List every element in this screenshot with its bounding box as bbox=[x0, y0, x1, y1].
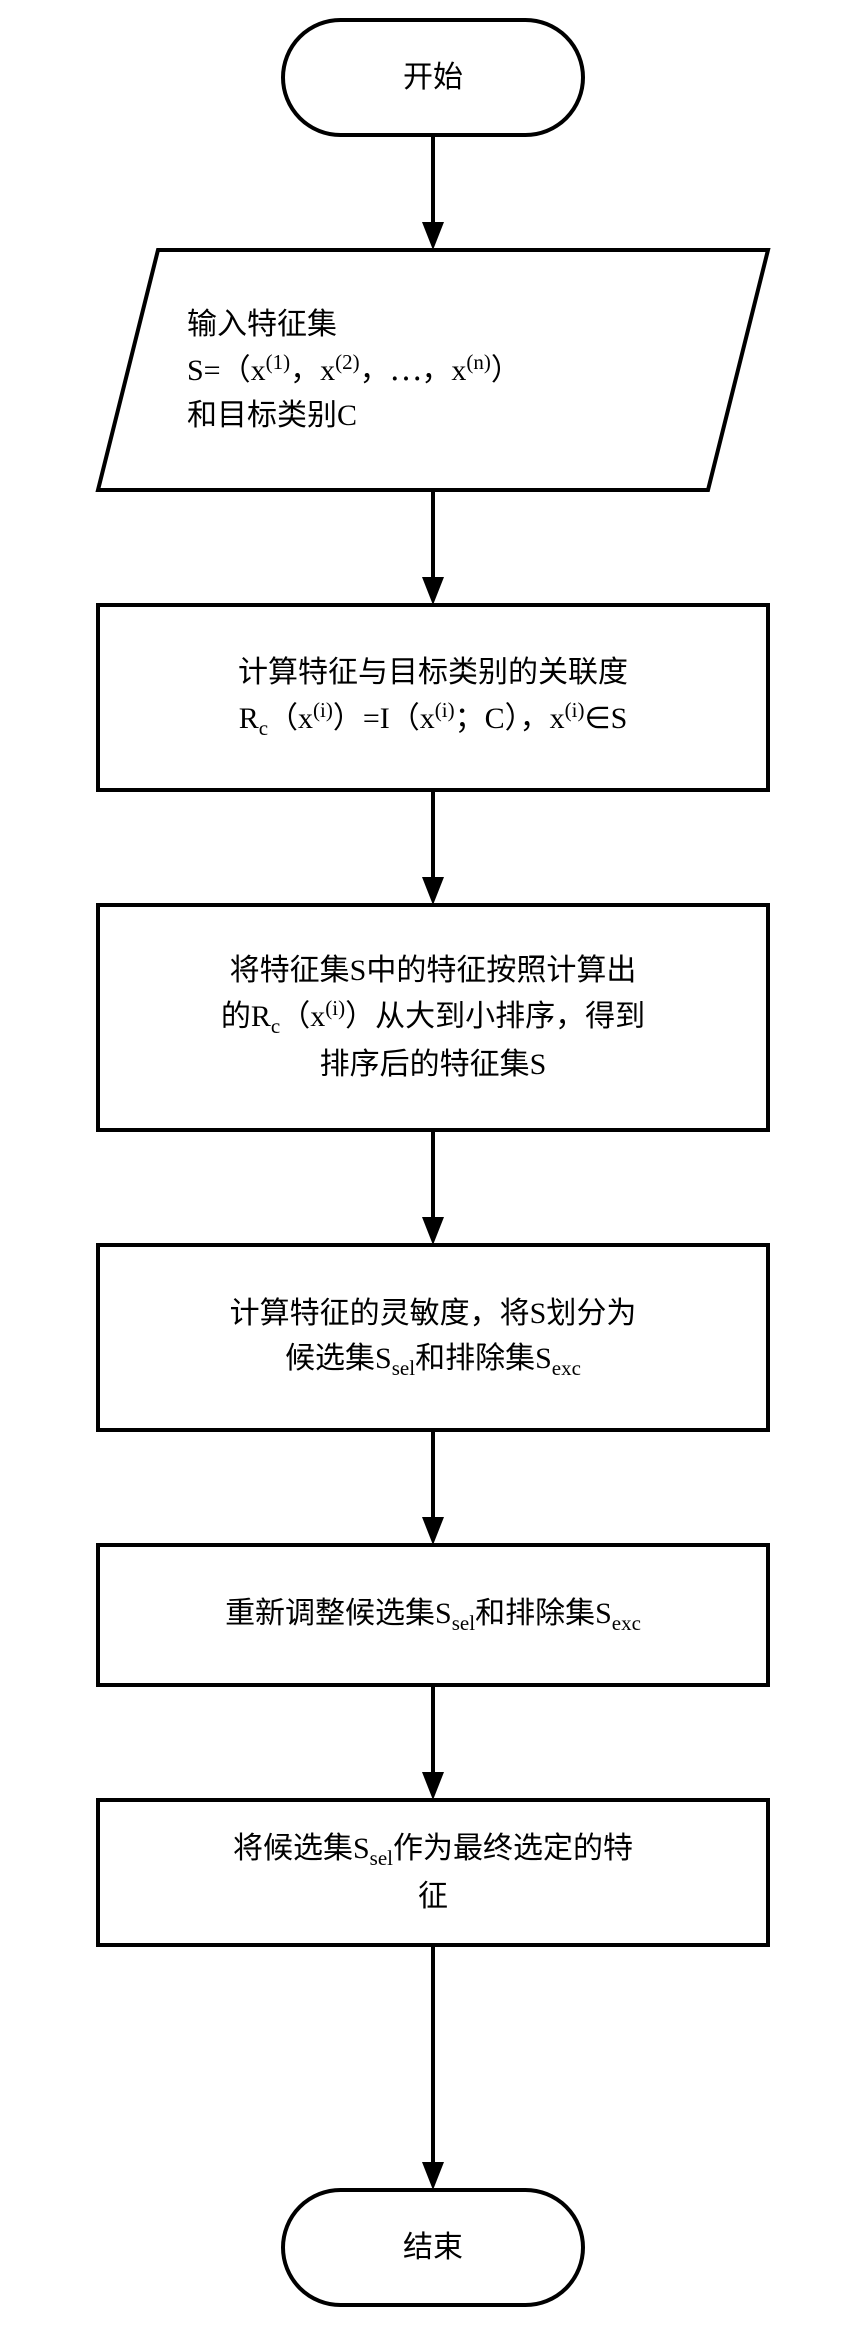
node-input: 输入特征集S=（x(1)，x(2)，⋯，x(n)）和目标类别C bbox=[98, 250, 768, 490]
arrowhead-sort-sensitivity bbox=[422, 1217, 444, 1245]
arrowhead-readjust-final bbox=[422, 1772, 444, 1800]
arrowhead-sensitivity-readjust bbox=[422, 1517, 444, 1545]
node-final: 将候选集Ssel作为最终选定的特征 bbox=[98, 1800, 768, 1945]
arrowhead-calc_rel-sort bbox=[422, 877, 444, 905]
node-readjust: 重新调整候选集Ssel和排除集Sexc bbox=[98, 1545, 768, 1685]
node-calc_rel: 计算特征与目标类别的关联度Rc（x(i)）=I（x(i)；C），x(i)∈S bbox=[98, 605, 768, 790]
node-sensitivity: 计算特征的灵敏度，将S划分为候选集Ssel和排除集Sexc bbox=[98, 1245, 768, 1430]
arrowhead-start-input bbox=[422, 222, 444, 250]
arrowhead-input-calc_rel bbox=[422, 577, 444, 605]
node-sort: 将特征集S中的特征按照计算出的Rc（x(i)）从大到小排序，得到排序后的特征集S bbox=[98, 905, 768, 1130]
flowchart-canvas: 开始输入特征集S=（x(1)，x(2)，⋯，x(n)）和目标类别C 计算特征与目标… bbox=[0, 0, 866, 2337]
node-start: 开始 bbox=[283, 20, 583, 135]
arrowhead-final-end bbox=[422, 2162, 444, 2190]
node-end: 结束 bbox=[283, 2190, 583, 2305]
